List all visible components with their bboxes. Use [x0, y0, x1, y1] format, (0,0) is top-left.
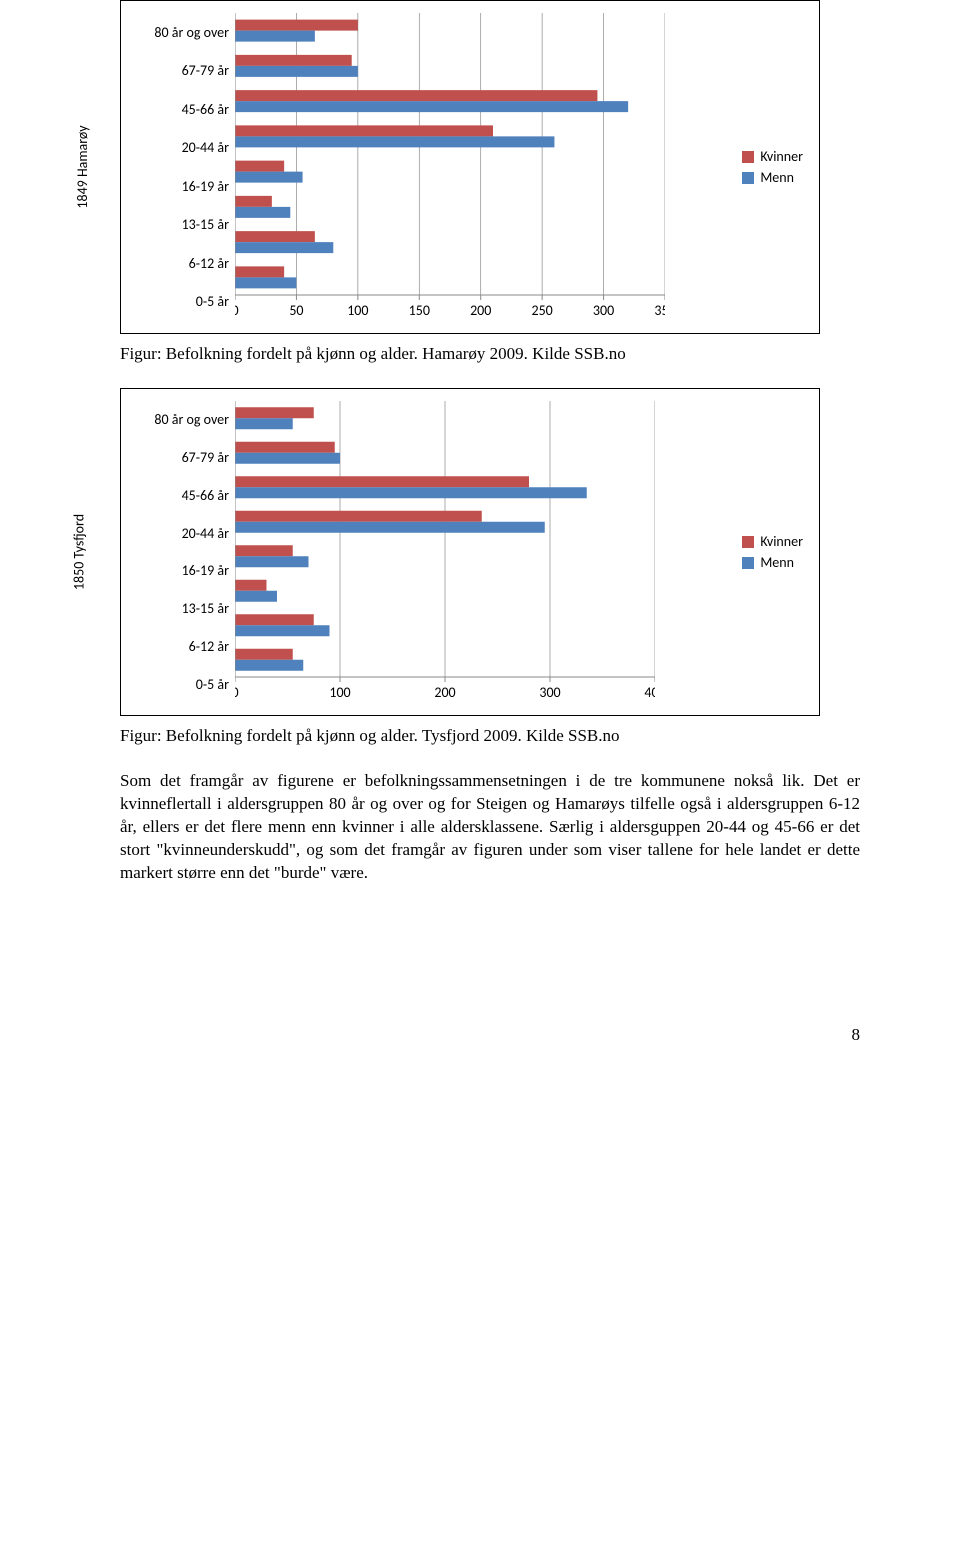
ylabel: 16-19 år: [129, 554, 229, 588]
svg-text:300: 300: [593, 302, 614, 319]
ylabel: 20-44 år: [129, 516, 229, 550]
svg-text:200: 200: [470, 302, 491, 319]
svg-text:250: 250: [531, 302, 552, 319]
ylabel: 20-44 år: [129, 131, 229, 165]
legend-menn: Menn: [742, 554, 803, 571]
ylabel: 13-15 år: [129, 208, 229, 242]
ylabel: 0-5 år: [129, 667, 229, 701]
svg-text:0: 0: [235, 302, 239, 319]
chart1-caption: Figur: Befolkning fordelt på kjønn og al…: [120, 344, 960, 364]
chart-tysfjord: 1850 Tysfjord 80 år og over 67-79 år 45-…: [120, 388, 820, 716]
legend-label: Kvinner: [760, 148, 803, 165]
ylabel: 80 år og over: [129, 403, 229, 437]
legend-label: Kvinner: [760, 533, 803, 550]
svg-text:350: 350: [654, 302, 665, 319]
ylabel: 45-66 år: [129, 478, 229, 512]
page-number: 8: [0, 1025, 860, 1045]
svg-text:150: 150: [409, 302, 430, 319]
svg-text:50: 50: [289, 302, 303, 319]
chart2-axis-title: 1850 Tysfjord: [71, 514, 88, 590]
legend-label: Menn: [760, 554, 794, 571]
legend-menn: Menn: [742, 169, 803, 186]
ylabel: 6-12 år: [129, 246, 229, 280]
ylabel: 80 år og over: [129, 15, 229, 49]
swatch-menn: [742, 557, 754, 569]
svg-text:300: 300: [539, 684, 560, 701]
chart1-plot: 0 50 100 150 200 250 300 350: [235, 13, 665, 321]
chart2-legend: Kvinner Menn: [730, 533, 803, 571]
ylabel: 13-15 år: [129, 592, 229, 626]
ylabel: 16-19 år: [129, 169, 229, 203]
svg-text:100: 100: [347, 302, 368, 319]
legend-kvinner: Kvinner: [742, 148, 803, 165]
chart2-caption: Figur: Befolkning fordelt på kjønn og al…: [120, 726, 960, 746]
svg-text:200: 200: [434, 684, 455, 701]
chart1-legend: Kvinner Menn: [730, 148, 803, 186]
legend-kvinner: Kvinner: [742, 533, 803, 550]
ylabel: 67-79 år: [129, 441, 229, 475]
body-paragraph: Som det framgår av figurene er befolknin…: [120, 770, 860, 885]
chart2-y-labels: 80 år og over 67-79 år 45-66 år 20-44 år…: [129, 401, 235, 703]
svg-text:100: 100: [329, 684, 350, 701]
ylabel: 67-79 år: [129, 54, 229, 88]
chart1-axis-title: 1849 Hamarøy: [74, 125, 91, 208]
legend-label: Menn: [760, 169, 794, 186]
svg-text:400: 400: [644, 684, 655, 701]
chart2-plot: 0 100 200 300 400: [235, 401, 655, 703]
ylabel: 6-12 år: [129, 629, 229, 663]
chart1-y-labels: 80 år og over 67-79 år 45-66 år 20-44 år…: [129, 13, 235, 321]
swatch-kvinner: [742, 151, 754, 163]
swatch-menn: [742, 172, 754, 184]
svg-text:0: 0: [235, 684, 239, 701]
chart-hamaroy: 1849 Hamarøy 80 år og over 67-79 år 45-6…: [120, 0, 820, 334]
ylabel: 45-66 år: [129, 92, 229, 126]
swatch-kvinner: [742, 536, 754, 548]
ylabel: 0-5 år: [129, 285, 229, 319]
